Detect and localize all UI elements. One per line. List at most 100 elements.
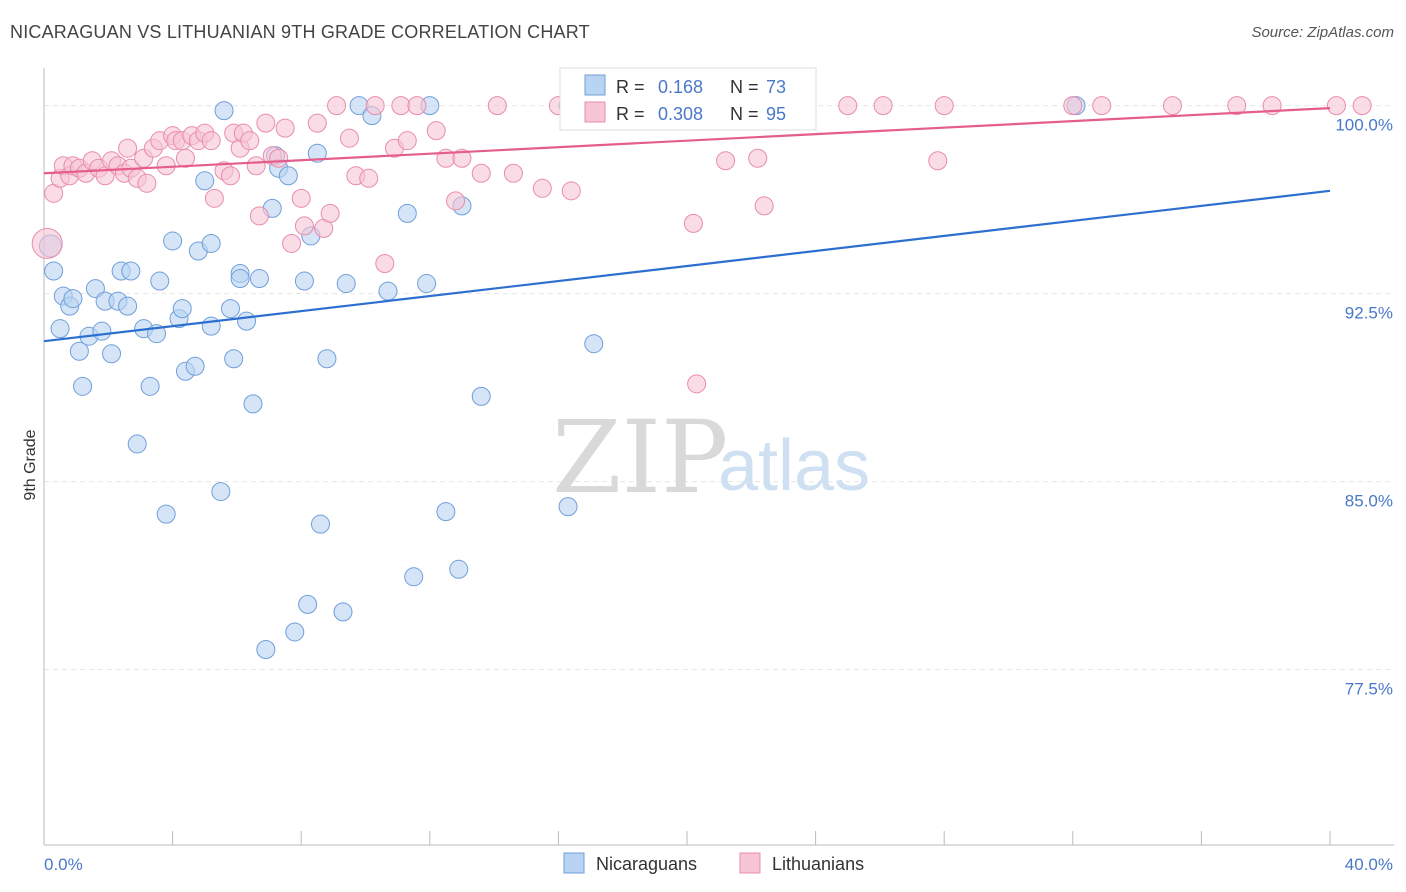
nicaraguan-point: [310, 514, 330, 534]
nicaraguan-point: [317, 349, 337, 369]
lithuanian-point: [1162, 96, 1182, 116]
tick-labels: 77.5% 85.0% 92.5% 100.0% 0.0% 40.0%: [44, 116, 1393, 874]
nicaraguan-trend-line: [43, 189, 1331, 343]
lithuanian-point: [269, 148, 289, 168]
lithuanian-point: [683, 213, 703, 233]
y-tick-label: 77.5%: [1345, 680, 1393, 699]
trend-lines: [43, 107, 1331, 343]
nicaraguan-n-value: 73: [766, 77, 786, 97]
lithuanian-point: [365, 96, 385, 116]
x-tick-label-min: 0.0%: [44, 855, 83, 874]
nicaraguan-point: [220, 299, 240, 319]
lithuanian-point: [754, 196, 774, 216]
lithuanian-point: [246, 156, 266, 176]
lithuanian-r-label: R =: [616, 104, 645, 124]
nicaraguan-point: [156, 504, 176, 524]
nicaraguan-point: [150, 271, 170, 291]
nicaraguan-point: [378, 281, 398, 301]
legend-nicaraguans-swatch: [563, 852, 585, 874]
nicaraguan-point: [249, 269, 269, 289]
lithuanian-point: [1352, 96, 1372, 116]
lithuanian-swatch: [584, 101, 606, 123]
legend-lithuanians-label: Lithuanians: [772, 854, 864, 874]
nicaraguan-point: [85, 279, 105, 299]
axes: [43, 68, 1394, 846]
nicaraguan-points: [38, 96, 1086, 659]
lithuanian-point: [256, 113, 276, 133]
lithuanian-point: [31, 227, 63, 259]
stats-legend: R = 0.168 N = 73 R = 0.308 N = 95: [559, 67, 817, 131]
nicaraguan-point: [417, 274, 437, 294]
lithuanian-point: [838, 96, 858, 116]
x-tick-label-max: 40.0%: [1345, 855, 1393, 874]
legend-lithuanians-swatch: [739, 852, 761, 874]
lithuanian-point: [391, 96, 411, 116]
lithuanian-point: [716, 151, 736, 171]
nicaraguan-point: [140, 376, 160, 396]
lithuanian-r-value: 0.308: [658, 104, 703, 124]
lithuanian-point: [471, 163, 491, 183]
lithuanian-point: [249, 206, 269, 226]
nicaraguan-point: [294, 271, 314, 291]
lithuanian-point: [359, 168, 379, 188]
y-tick-label: 100.0%: [1335, 116, 1393, 135]
nicaraguan-point: [397, 203, 417, 223]
lithuanian-point: [1326, 96, 1346, 116]
nicaraguan-point: [214, 101, 234, 121]
nicaraguan-point: [256, 639, 276, 659]
lithuanian-point: [873, 96, 893, 116]
y-tick-label: 92.5%: [1345, 304, 1393, 323]
lithuanian-point: [934, 96, 954, 116]
lithuanian-point: [327, 96, 347, 116]
lithuanian-point: [175, 148, 195, 168]
nicaraguan-point: [307, 143, 327, 163]
nicaraguan-point: [224, 349, 244, 369]
chart-source: Source: ZipAtlas.com: [1251, 24, 1394, 41]
lithuanian-point: [240, 131, 260, 151]
nicaraguan-point: [558, 497, 578, 517]
lithuanian-points: [31, 96, 1372, 394]
nicaraguan-point: [333, 602, 353, 622]
legend-nicaraguans-label: Nicaraguans: [596, 854, 697, 874]
lithuanian-n-value: 95: [766, 104, 786, 124]
watermark-zip: ZIP: [552, 399, 728, 516]
lithuanian-point: [561, 181, 581, 201]
nicaraguan-point: [230, 269, 250, 289]
lithuanian-point: [1092, 96, 1112, 116]
nicaraguan-point: [195, 171, 215, 191]
lithuanian-point: [118, 138, 138, 158]
nicaraguan-r-label: R =: [616, 77, 645, 97]
lithuanian-point: [375, 254, 395, 274]
nicaraguan-n-label: N =: [730, 77, 759, 97]
nicaraguan-point: [336, 274, 356, 294]
nicaraguan-point: [121, 261, 141, 281]
watermark-atlas: atlas: [718, 426, 870, 506]
nicaraguan-point: [436, 502, 456, 522]
nicaraguan-point: [185, 356, 205, 376]
lithuanian-point: [452, 148, 472, 168]
lithuanian-point: [201, 131, 221, 151]
nicaraguan-point: [404, 567, 424, 587]
nicaraguan-point: [102, 344, 122, 364]
nicaraguan-point: [584, 334, 604, 354]
nicaraguan-point: [278, 166, 298, 186]
lithuanian-point: [487, 96, 507, 116]
lithuanian-point: [503, 163, 523, 183]
lithuanian-point: [339, 128, 359, 148]
nicaraguan-point: [243, 394, 263, 414]
lithuanian-point: [748, 148, 768, 168]
nicaraguan-point: [127, 434, 147, 454]
nicaraguan-point: [63, 289, 83, 309]
y-tick-label: 85.0%: [1345, 492, 1393, 511]
series-legend: Nicaraguans Lithuanians: [563, 852, 864, 874]
lithuanian-point: [928, 151, 948, 171]
lithuanian-point: [532, 178, 552, 198]
lithuanian-point: [137, 173, 157, 193]
nicaraguan-point: [285, 622, 305, 642]
lithuanian-point: [275, 118, 295, 138]
lithuanian-point: [291, 188, 311, 208]
chart-title: NICARAGUAN VS LITHUANIAN 9TH GRADE CORRE…: [10, 22, 590, 42]
lithuanian-point: [1227, 96, 1247, 116]
nicaraguan-point: [73, 376, 93, 396]
